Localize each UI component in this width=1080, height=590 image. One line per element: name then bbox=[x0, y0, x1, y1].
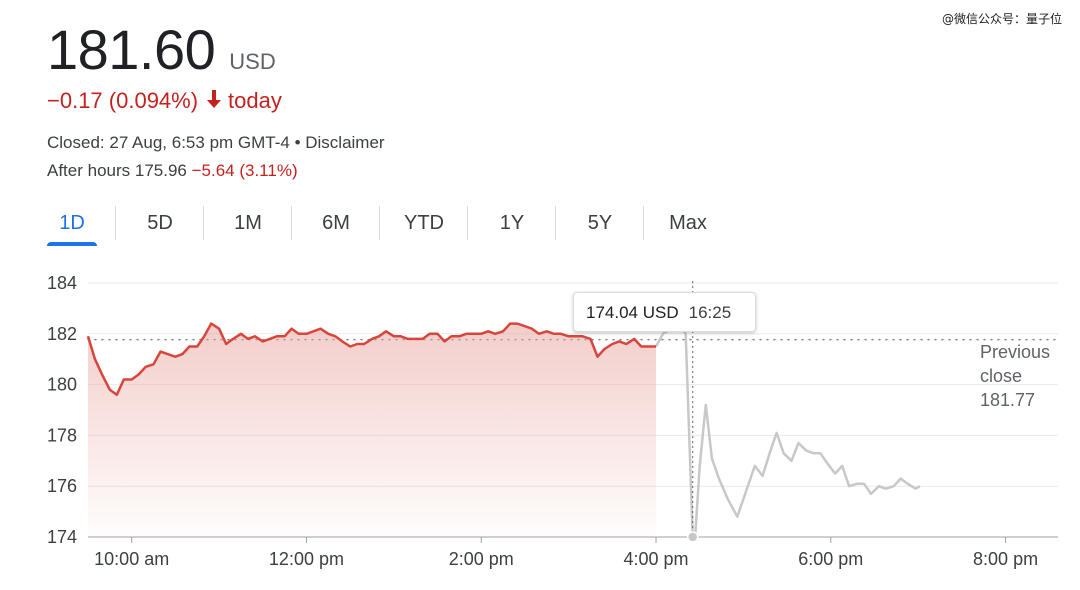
tab-label: 6M bbox=[322, 212, 350, 234]
active-tab-indicator bbox=[47, 242, 97, 246]
regular-hours-line bbox=[86, 322, 656, 397]
y-tick-label: 184 bbox=[47, 273, 77, 293]
tab-max[interactable]: Max bbox=[644, 208, 732, 246]
after-hours-change: −5.64 (3.11%) bbox=[191, 161, 298, 180]
price-change: −0.17 (0.094%) today bbox=[47, 88, 282, 114]
after-hours-info: After hours 175.96 −5.64 (3.11%) bbox=[47, 161, 298, 181]
x-tick-label: 6:00 pm bbox=[798, 549, 863, 569]
tab-label: 5Y bbox=[587, 212, 613, 234]
tooltip-time: 16:25 bbox=[688, 303, 732, 322]
previous-close-label: Previous close 181.77 bbox=[980, 340, 1050, 412]
tab-1m[interactable]: 1M bbox=[204, 206, 292, 246]
tab-divider bbox=[115, 206, 116, 240]
change-value: −0.17 (0.094%) bbox=[47, 88, 199, 113]
tab-divider bbox=[291, 206, 292, 240]
current-price: 181.60 bbox=[47, 18, 216, 81]
x-tick-label: 2:00 pm bbox=[449, 549, 514, 569]
tab-label: 5D bbox=[147, 212, 173, 234]
tab-divider bbox=[379, 206, 380, 240]
tab-label: YTD bbox=[404, 212, 444, 234]
tab-divider bbox=[203, 206, 204, 240]
after-hours-label: After hours 175.96 bbox=[47, 161, 187, 180]
tab-6m[interactable]: 6M bbox=[292, 206, 380, 246]
x-tick-label: 10:00 am bbox=[94, 549, 169, 569]
y-tick-label: 174 bbox=[47, 527, 77, 547]
tab-5y[interactable]: 5Y bbox=[556, 206, 644, 246]
tab-label: 1M bbox=[234, 212, 262, 234]
tab-label: 1D bbox=[59, 212, 85, 234]
tooltip-price: 174.04 USD bbox=[586, 303, 679, 322]
tab-divider bbox=[555, 206, 556, 240]
tab-divider bbox=[467, 206, 468, 240]
range-tabs: 1D 5D 1M 6M YTD 1Y 5Y Max bbox=[47, 206, 732, 246]
tab-1d[interactable]: 1D bbox=[47, 206, 116, 246]
tab-1y[interactable]: 1Y bbox=[468, 206, 556, 246]
change-period: today bbox=[228, 88, 282, 113]
x-tick-label: 8:00 pm bbox=[973, 549, 1038, 569]
watermark-text: @微信公众号：量子位 bbox=[941, 12, 1062, 26]
x-tick-label: 12:00 pm bbox=[269, 549, 344, 569]
y-tick-label: 176 bbox=[47, 476, 77, 496]
tab-ytd[interactable]: YTD bbox=[380, 206, 468, 246]
chart-tooltip: 174.04 USD 16:25 bbox=[573, 292, 756, 332]
x-tick-label: 4:00 pm bbox=[623, 549, 688, 569]
currency-label: USD bbox=[229, 49, 276, 74]
y-tick-label: 178 bbox=[47, 425, 77, 445]
y-tick-label: 182 bbox=[47, 324, 77, 344]
regular-area-fill bbox=[88, 323, 656, 537]
previous-close-line1: Previous bbox=[980, 342, 1051, 362]
tab-label: 1Y bbox=[499, 212, 525, 234]
y-tick-label: 180 bbox=[47, 375, 77, 395]
tab-5d[interactable]: 5D bbox=[116, 206, 204, 246]
previous-close-value: 181.77 bbox=[980, 390, 1036, 410]
tab-label: Max bbox=[669, 212, 707, 234]
price-header: 181.60 USD bbox=[47, 18, 276, 82]
tab-divider bbox=[643, 206, 644, 240]
closed-info: Closed: 27 Aug, 6:53 pm GMT-4 • Disclaim… bbox=[47, 133, 385, 152]
previous-close-line2: close bbox=[980, 366, 1023, 386]
arrow-down-icon bbox=[206, 88, 222, 114]
after-hours-line bbox=[654, 324, 921, 538]
crosshair-marker bbox=[686, 531, 699, 543]
